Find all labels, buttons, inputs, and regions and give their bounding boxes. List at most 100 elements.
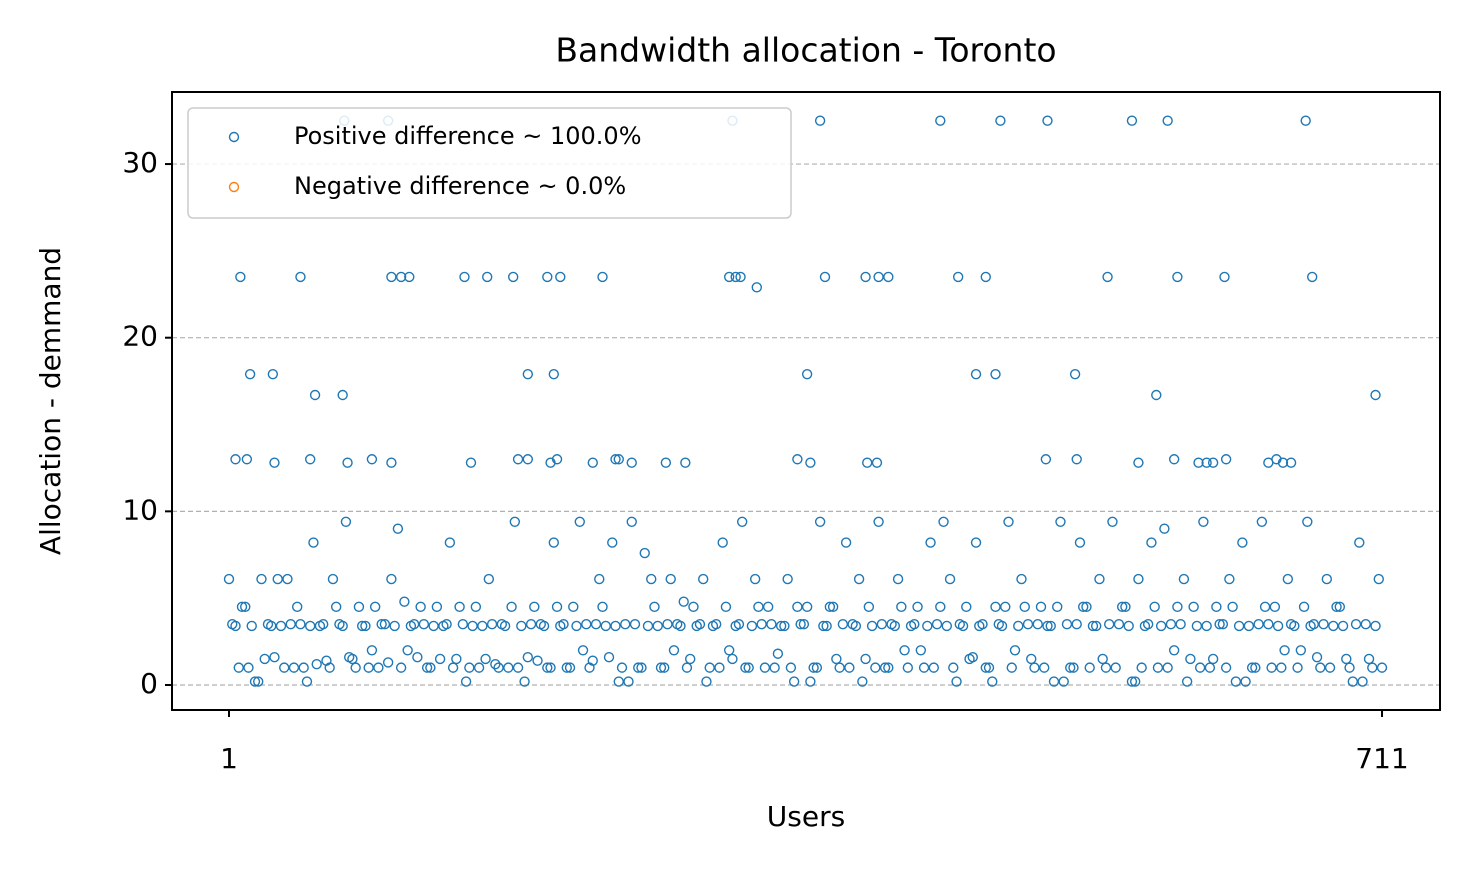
point: [506, 601, 517, 613]
point: [1188, 601, 1199, 613]
point: [317, 619, 329, 630]
point: [860, 653, 871, 665]
point: [395, 271, 407, 283]
point: [343, 652, 355, 663]
point: [974, 620, 985, 632]
point: [301, 676, 313, 687]
x-tick-label: 1: [220, 742, 238, 775]
point: [1168, 454, 1180, 465]
point: [464, 662, 475, 673]
point: [1220, 662, 1232, 673]
point: [584, 662, 595, 673]
point: [792, 601, 803, 613]
point: [834, 662, 845, 673]
point: [883, 662, 894, 673]
point: [1198, 516, 1209, 527]
legend-label: Positive difference ~ 100.0%: [294, 122, 642, 150]
point: [1367, 662, 1378, 673]
point: [577, 645, 589, 656]
point: [954, 619, 965, 630]
point: [1306, 271, 1318, 283]
point: [831, 653, 842, 665]
point: [995, 115, 1006, 126]
point: [751, 282, 762, 293]
point: [272, 573, 283, 585]
point: [1220, 454, 1232, 465]
plot-area: [223, 115, 1388, 687]
point: [327, 573, 339, 585]
point: [1048, 676, 1060, 687]
point: [1246, 662, 1258, 673]
point: [769, 662, 780, 673]
point: [594, 573, 605, 585]
point: [509, 516, 521, 527]
point: [444, 537, 456, 548]
chart-title: Bandwidth allocation - Toronto: [555, 31, 1056, 70]
point: [1334, 601, 1346, 613]
point: [837, 619, 849, 630]
point: [967, 652, 978, 663]
point: [1172, 271, 1183, 283]
point: [1061, 619, 1073, 630]
point: [243, 662, 254, 673]
point: [1194, 662, 1206, 673]
point: [1259, 601, 1271, 613]
point: [282, 573, 293, 585]
point: [1152, 662, 1164, 673]
point: [870, 662, 881, 673]
point: [1162, 115, 1173, 126]
point: [892, 573, 904, 585]
point: [652, 620, 663, 632]
point: [766, 619, 777, 630]
point: [1065, 662, 1076, 673]
point: [1003, 516, 1014, 527]
point: [275, 620, 287, 632]
point: [814, 115, 826, 126]
point: [756, 619, 767, 630]
point: [1207, 457, 1219, 468]
grid: [172, 163, 1440, 686]
point: [1142, 619, 1154, 630]
point: [1230, 676, 1242, 687]
point: [395, 662, 407, 673]
point: [467, 620, 478, 632]
point: [863, 601, 875, 613]
point: [477, 620, 488, 632]
point: [883, 271, 894, 283]
point: [862, 457, 873, 468]
point: [1136, 662, 1147, 673]
point: [412, 652, 423, 663]
point: [743, 662, 754, 673]
point: [295, 271, 306, 283]
point: [288, 662, 300, 673]
point: [717, 537, 728, 548]
point: [342, 457, 353, 468]
point: [698, 573, 709, 585]
point: [873, 516, 884, 527]
point: [1081, 601, 1092, 613]
point: [1146, 537, 1157, 548]
point: [434, 653, 446, 665]
point: [1311, 652, 1323, 663]
point: [373, 662, 384, 673]
point: [980, 662, 991, 673]
point: [305, 454, 316, 465]
point: [704, 662, 715, 673]
legend-box: [187, 107, 792, 219]
point: [694, 619, 706, 630]
point: [459, 271, 470, 283]
point: [788, 676, 800, 687]
point: [1110, 662, 1121, 673]
point: [620, 619, 631, 630]
point: [1000, 601, 1011, 613]
point: [860, 271, 871, 283]
point: [1318, 619, 1329, 630]
point: [629, 619, 641, 630]
point: [1069, 368, 1081, 380]
point: [574, 516, 585, 527]
point: [613, 676, 624, 687]
point: [353, 601, 365, 613]
point: [1129, 676, 1141, 687]
point: [1328, 620, 1339, 632]
point: [853, 573, 865, 585]
